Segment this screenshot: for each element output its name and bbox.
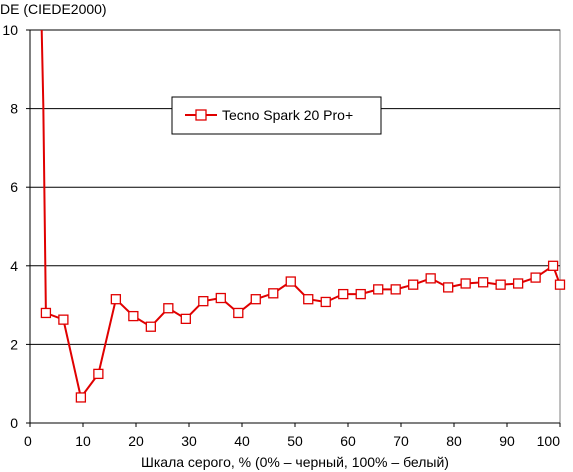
x-tick-label: 80 bbox=[446, 433, 462, 449]
x-tick-label: 10 bbox=[75, 433, 91, 449]
data-point bbox=[303, 294, 314, 305]
data-point bbox=[198, 296, 209, 307]
axes bbox=[29, 30, 561, 427]
data-point bbox=[40, 307, 52, 319]
x-tick-label: 40 bbox=[234, 433, 250, 449]
data-point bbox=[443, 282, 454, 293]
data-point bbox=[512, 278, 524, 289]
x-tick-label: 100 bbox=[537, 433, 561, 449]
data-point bbox=[460, 278, 471, 289]
data-point bbox=[390, 284, 401, 295]
data-point bbox=[250, 294, 261, 305]
y-tick-labels: 0 2 4 6 8 10 bbox=[2, 22, 18, 431]
data-point bbox=[180, 313, 191, 325]
y-tick-label: 0 bbox=[10, 415, 18, 431]
series-group bbox=[40, 29, 566, 403]
plot-area bbox=[29, 29, 561, 424]
data-point bbox=[477, 277, 489, 288]
data-point bbox=[338, 288, 349, 300]
y-tick-label: 10 bbox=[2, 22, 18, 38]
x-tick-label: 50 bbox=[287, 433, 303, 449]
data-point bbox=[215, 292, 226, 304]
data-point bbox=[268, 288, 279, 299]
y-tick-label: 6 bbox=[10, 179, 18, 195]
y-axis-label: DE (CIEDE2000) bbox=[0, 1, 107, 17]
x-tick-label: 60 bbox=[340, 433, 356, 449]
data-point bbox=[145, 321, 156, 332]
x-axis-label: Шкала серого, % (0% – черный, 100% – бел… bbox=[141, 454, 449, 470]
y-tick-label: 8 bbox=[10, 101, 18, 117]
data-point bbox=[425, 273, 436, 284]
data-point bbox=[355, 288, 366, 300]
data-point bbox=[93, 368, 104, 380]
data-point bbox=[495, 279, 506, 290]
legend-marker bbox=[195, 109, 207, 121]
x-tick-label: 90 bbox=[499, 433, 515, 449]
x-tick-label: 20 bbox=[128, 433, 144, 449]
data-point bbox=[58, 314, 69, 325]
legend: Tecno Spark 20 Pro+ bbox=[171, 96, 382, 135]
data-point bbox=[547, 260, 559, 271]
data-point bbox=[110, 294, 122, 305]
data-point bbox=[128, 310, 139, 322]
legend-label: Tecno Spark 20 Pro+ bbox=[222, 107, 353, 123]
data-point bbox=[373, 284, 384, 295]
data-point bbox=[554, 279, 566, 290]
grid-lines bbox=[26, 29, 560, 424]
x-tick-label: 0 bbox=[24, 433, 32, 449]
y-tick-label: 2 bbox=[10, 336, 18, 352]
x-tick-label: 70 bbox=[393, 433, 409, 449]
data-point bbox=[163, 303, 174, 314]
data-point bbox=[408, 279, 419, 290]
data-point bbox=[285, 276, 296, 287]
data-point bbox=[320, 296, 331, 308]
data-point bbox=[75, 392, 87, 403]
y-tick-label: 4 bbox=[10, 258, 18, 274]
data-point bbox=[530, 272, 541, 283]
x-tick-labels: 0 10 20 30 40 50 60 70 80 90 100 bbox=[24, 433, 560, 449]
data-point bbox=[233, 307, 244, 319]
x-tick-label: 30 bbox=[181, 433, 197, 449]
